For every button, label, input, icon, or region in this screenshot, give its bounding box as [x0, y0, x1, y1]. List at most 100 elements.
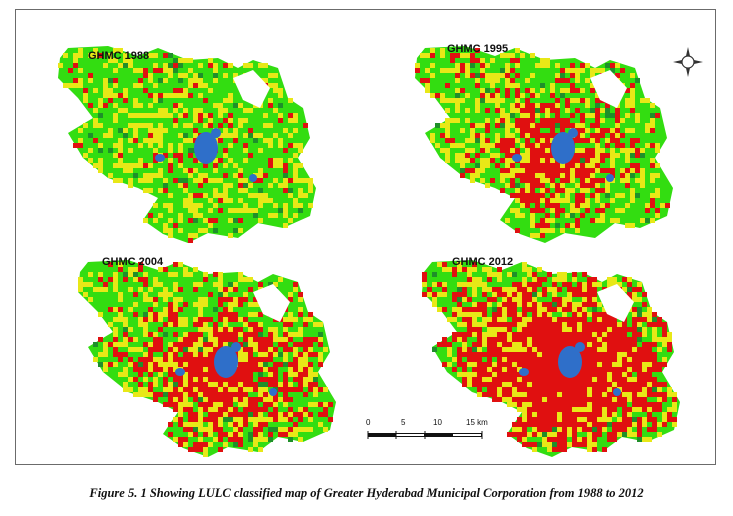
- lulc-map-1995: [415, 46, 673, 243]
- land-cover-cell: [480, 143, 485, 148]
- land-cover-cell: [108, 277, 113, 282]
- land-cover-cell: [465, 158, 470, 163]
- land-cover-cell: [532, 307, 537, 312]
- land-cover-cell: [612, 432, 617, 437]
- land-cover-cell: [198, 402, 203, 407]
- land-cover-cell: [597, 352, 602, 357]
- land-cover-cell: [138, 267, 143, 272]
- land-cover-cell: [243, 402, 248, 407]
- land-cover-cell: [98, 98, 103, 103]
- land-cover-cell: [430, 138, 435, 143]
- land-cover-cell: [570, 83, 575, 88]
- land-cover-cell: [625, 183, 630, 188]
- land-cover-cell: [562, 332, 567, 337]
- land-cover-cell: [288, 382, 293, 387]
- land-cover-cell: [577, 397, 582, 402]
- land-cover-cell: [203, 322, 208, 327]
- land-cover-cell: [430, 53, 435, 58]
- land-cover-cell: [173, 367, 178, 372]
- land-cover-cell: [278, 208, 283, 213]
- land-cover-cell: [233, 282, 238, 287]
- land-cover-cell: [595, 178, 600, 183]
- land-cover-cell: [457, 352, 462, 357]
- land-cover-cell: [590, 218, 595, 223]
- land-cover-cell: [637, 327, 642, 332]
- land-cover-cell: [228, 387, 233, 392]
- land-cover-cell: [520, 193, 525, 198]
- land-cover-cell: [657, 387, 662, 392]
- land-cover-cell: [515, 168, 520, 173]
- land-cover-cell: [655, 213, 660, 218]
- land-cover-cell: [258, 347, 263, 352]
- land-cover-cell: [425, 78, 430, 83]
- land-cover-cell: [238, 198, 243, 203]
- land-cover-cell: [238, 402, 243, 407]
- land-cover-cell: [168, 233, 173, 238]
- non-ghmc-area: [590, 70, 627, 108]
- land-cover-cell: [637, 322, 642, 327]
- land-cover-cell: [555, 163, 560, 168]
- land-cover-cell: [557, 372, 562, 377]
- land-cover-cell: [213, 168, 218, 173]
- land-cover-cell: [472, 282, 477, 287]
- land-cover-cell: [580, 178, 585, 183]
- land-cover-cell: [532, 372, 537, 377]
- land-cover-cell: [527, 297, 532, 302]
- land-cover-cell: [442, 307, 447, 312]
- land-cover-cell: [445, 118, 450, 123]
- land-cover-cell: [637, 362, 642, 367]
- land-cover-cell: [490, 58, 495, 63]
- land-cover-cell: [580, 183, 585, 188]
- land-cover-cell: [560, 128, 565, 133]
- land-cover-cell: [587, 432, 592, 437]
- land-cover-cell: [537, 267, 542, 272]
- land-cover-cell: [592, 427, 597, 432]
- land-cover-cell: [652, 382, 657, 387]
- land-cover-cell: [233, 377, 238, 382]
- land-cover-cell: [98, 123, 103, 128]
- land-cover-cell: [173, 93, 178, 98]
- land-cover-cell: [208, 327, 213, 332]
- land-cover-cell: [98, 272, 103, 277]
- land-cover-cell: [512, 297, 517, 302]
- land-cover-cell: [228, 312, 233, 317]
- land-cover-cell: [133, 173, 138, 178]
- land-cover-cell: [630, 88, 635, 93]
- land-cover-cell: [512, 392, 517, 397]
- land-cover-cell: [173, 312, 178, 317]
- land-cover-cell: [525, 128, 530, 133]
- land-cover-cell: [497, 392, 502, 397]
- land-cover-cell: [497, 377, 502, 382]
- land-cover-cell: [153, 277, 158, 282]
- land-cover-cell: [612, 407, 617, 412]
- land-cover-cell: [158, 282, 163, 287]
- land-cover-cell: [505, 73, 510, 78]
- land-cover-cell: [193, 352, 198, 357]
- land-cover-cell: [537, 322, 542, 327]
- land-cover-cell: [457, 307, 462, 312]
- land-cover-cell: [113, 78, 118, 83]
- land-cover-cell: [288, 432, 293, 437]
- land-cover-cell: [595, 118, 600, 123]
- land-cover-cell: [168, 68, 173, 73]
- land-cover-cell: [103, 342, 108, 347]
- land-cover-cell: [425, 88, 430, 93]
- land-cover-cell: [582, 327, 587, 332]
- land-cover-cell: [612, 327, 617, 332]
- land-cover-cell: [138, 317, 143, 322]
- land-cover-cell: [477, 382, 482, 387]
- land-cover-cell: [647, 412, 652, 417]
- land-cover-cell: [577, 437, 582, 442]
- land-cover-cell: [630, 103, 635, 108]
- land-cover-cell: [590, 178, 595, 183]
- land-cover-cell: [542, 437, 547, 442]
- water-body: [551, 132, 575, 164]
- land-cover-cell: [582, 417, 587, 422]
- land-cover-cell: [552, 352, 557, 357]
- land-cover-cell: [585, 198, 590, 203]
- land-cover-cell: [532, 407, 537, 412]
- land-cover-cell: [522, 307, 527, 312]
- land-cover-cell: [482, 337, 487, 342]
- land-cover-cell: [492, 372, 497, 377]
- land-cover-cell: [512, 397, 517, 402]
